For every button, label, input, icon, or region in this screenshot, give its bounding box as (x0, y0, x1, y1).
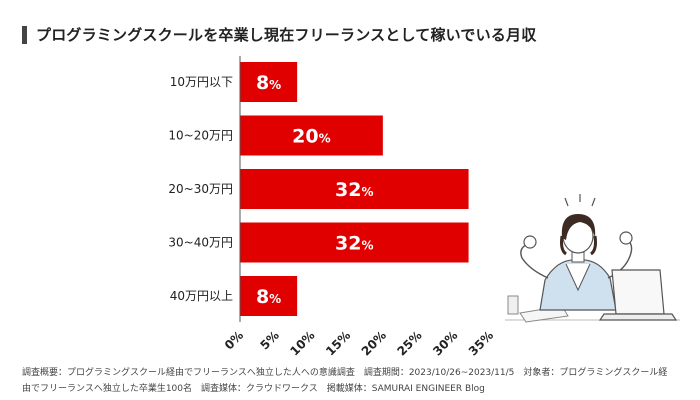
person-celebrating-at-laptop-illustration (505, 194, 680, 323)
data-label-4: 32% (335, 233, 373, 255)
survey-footnote: 調査概要：プログラミングスクール経由でフリーランスへ独立した人への意識調査 調査… (22, 365, 682, 397)
category-label-2: 10~20万円 (168, 129, 233, 143)
x-tick-label-6: 25% (394, 328, 424, 358)
title-accent-mark (22, 25, 27, 44)
x-tick-label-4: 15% (323, 328, 353, 358)
bar-2 (240, 115, 383, 156)
bar-3 (240, 169, 469, 209)
bar-4 (240, 222, 469, 263)
x-tick-label-5: 20% (359, 328, 389, 358)
data-label-2: 20% (292, 126, 330, 148)
chart-title: プログラミングスクールを卒業し現在フリーランスとして稼いでいる月収 (36, 26, 537, 44)
data-label-1: 8% (256, 72, 281, 94)
survey-footnote-line-2: 由でフリーランスへ独立した卒業生100名 調査媒体：クラウドワークス 掲載媒体：… (22, 384, 485, 394)
category-label-1: 10万円以下 (170, 75, 233, 89)
data-label-3: 32% (335, 179, 373, 201)
x-tick-label-7: 30% (430, 328, 460, 358)
x-tick-label-1: 0% (222, 328, 246, 352)
survey-footnote-line-1: 調査概要：プログラミングスクール経由でフリーランスへ独立した人への意識調査 調査… (22, 368, 668, 378)
category-label-3: 20~30万円 (168, 182, 233, 196)
chart-title-bar: プログラミングスクールを卒業し現在フリーランスとして稼いでいる月収 (22, 24, 536, 45)
category-label-5: 40万円以上 (170, 289, 233, 303)
data-label-5: 8% (256, 286, 281, 308)
category-label-4: 30~40万円 (168, 236, 233, 250)
bar-1 (240, 62, 298, 102)
bar-5 (240, 276, 298, 316)
x-tick-label-2: 5% (258, 328, 282, 352)
x-tick-label-8: 35% (466, 328, 496, 358)
x-tick-label-3: 10% (287, 328, 317, 358)
